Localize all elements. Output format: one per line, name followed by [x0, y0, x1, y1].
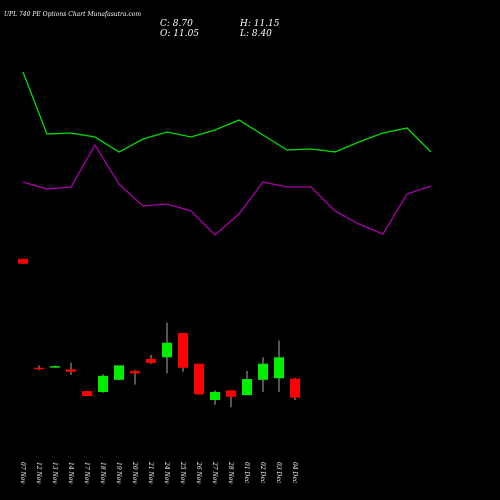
- candle-body: [18, 258, 28, 264]
- candle-body: [66, 369, 76, 372]
- chart-title: UPL 740 PE Options Chart Munafasutra.com: [4, 11, 141, 18]
- candle-body: [258, 363, 268, 380]
- candle-body: [290, 378, 300, 398]
- candle-body: [274, 357, 284, 379]
- x-tick-label: 02 Dec: [259, 462, 266, 484]
- ohlc-label: C: 8.70: [160, 19, 193, 29]
- candle-body: [50, 366, 60, 368]
- candle-body: [178, 333, 188, 368]
- ohlc-label: O: 11.05: [160, 29, 199, 39]
- indicator-line: [22, 143, 432, 236]
- x-tick-label: 17 Nov: [83, 462, 90, 484]
- candle-body: [98, 375, 108, 392]
- candle-body: [146, 358, 156, 363]
- x-tick-label: 27 Nov: [211, 461, 218, 484]
- x-tick-label: 28 Nov: [227, 461, 234, 484]
- x-tick-label: 18 Nov: [99, 462, 106, 484]
- candle-body: [210, 391, 220, 400]
- x-tick-label: 12 Nov: [35, 462, 42, 484]
- candle-body: [130, 370, 140, 374]
- x-tick-label: 04 Dec: [291, 462, 298, 484]
- x-tick-label: 14 Nov: [67, 462, 74, 484]
- candle-body: [226, 390, 236, 397]
- ohlc-label: H: 11.15: [239, 19, 280, 29]
- indicator-line: [22, 71, 432, 153]
- candle-body: [82, 391, 92, 396]
- ohlc-label: L: 8.40: [239, 29, 272, 39]
- x-tick-label: 25 Nov: [179, 461, 186, 484]
- candle-body: [34, 367, 44, 370]
- candle-body: [242, 379, 252, 396]
- x-tick-label: 26 Nov: [195, 461, 202, 484]
- candle-body: [194, 363, 204, 395]
- x-tick-label: 21 Nov: [147, 461, 154, 484]
- x-tick-label: 07 Nov: [19, 462, 26, 484]
- x-tick-label: 24 Nov: [163, 461, 170, 484]
- x-tick-label: 20 Nov: [131, 461, 138, 484]
- x-tick-label: 01 Dec: [243, 462, 250, 484]
- x-tick-label: 03 Dec: [275, 462, 282, 484]
- candle-body: [162, 342, 172, 358]
- candle-body: [114, 365, 124, 380]
- x-tick-label: 13 Nov: [51, 462, 58, 484]
- x-tick-label: 19 Nov: [115, 462, 122, 484]
